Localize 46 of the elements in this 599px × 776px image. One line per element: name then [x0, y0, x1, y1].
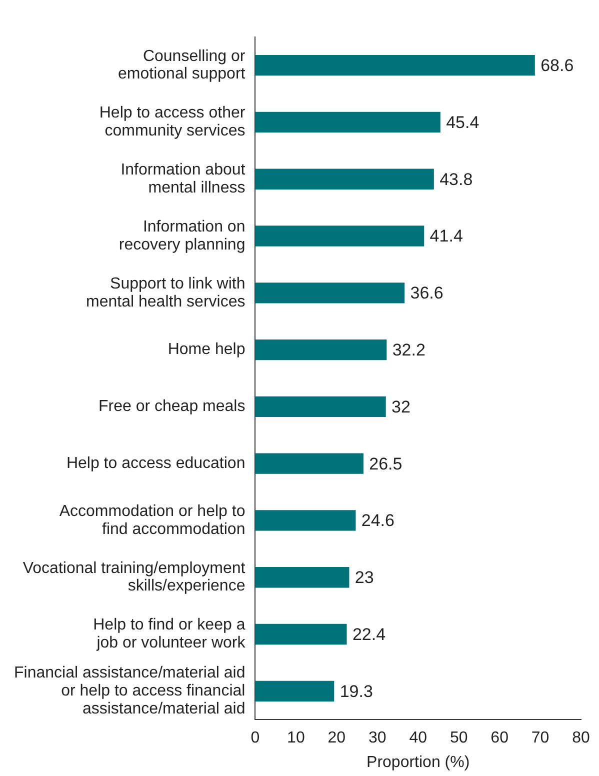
data-label: 45.4: [446, 112, 480, 132]
x-tick-label: 70: [531, 730, 550, 747]
y-tick-label: Free or cheap meals: [98, 398, 246, 416]
y-tick-label: Vocational training/employment skills/experience: [22, 560, 246, 595]
bar: [255, 624, 347, 645]
x-tick-label: 0: [250, 730, 260, 747]
bar: [255, 510, 356, 531]
data-label: 41.4: [430, 226, 463, 246]
bar: [255, 396, 386, 418]
x-tick-label: 80: [572, 730, 590, 747]
y-tick-label: Help to access education: [66, 454, 246, 472]
x-tick-label: 50: [450, 730, 468, 747]
y-tick-label: Help to find or keep a job or volunteer work: [93, 616, 246, 652]
data-label: 22.4: [352, 624, 386, 644]
bar: [255, 567, 350, 588]
bar: [255, 339, 387, 360]
bar: [255, 168, 434, 190]
data-label: 36.6: [410, 284, 444, 303]
y-tick-label: Financial assistance/material aid or help to access financial assistance/material aid: [14, 664, 246, 718]
x-tick-label: 60: [490, 730, 509, 747]
data-label: 26.5: [369, 454, 402, 474]
x-tick-label: 40: [409, 730, 428, 747]
data-label: 43.8: [440, 170, 473, 189]
y-tick-label: Information about mental illness: [120, 162, 246, 196]
bar: [255, 680, 334, 702]
data-label: 68.6: [540, 56, 574, 76]
data-label: 24.6: [361, 511, 394, 530]
y-tick-label: Accommodation or help to find accommodation: [59, 502, 246, 538]
data-label: 32.2: [392, 340, 426, 360]
bar: [255, 282, 405, 304]
y-tick-label: Home help: [168, 341, 246, 358]
y-tick-label: Counselling or emotional support: [118, 48, 246, 83]
data-label: 23: [354, 568, 374, 588]
bar: [255, 226, 424, 246]
y-tick-label: Help to access other community services: [99, 104, 246, 140]
data-label: 32: [392, 397, 410, 416]
x-axis-title: Proportion (%): [366, 754, 470, 771]
x-tick-label: 10: [287, 730, 305, 747]
data-label: 19.3: [340, 682, 373, 701]
bar: [255, 453, 364, 474]
y-tick-label: Information on recovery planning: [118, 218, 246, 254]
bar: [255, 54, 535, 76]
x-tick-label: 30: [368, 730, 386, 747]
x-tick-label: 20: [328, 730, 346, 747]
bar: [255, 112, 440, 133]
y-tick-label: Support to link with mental health services: [86, 275, 246, 310]
